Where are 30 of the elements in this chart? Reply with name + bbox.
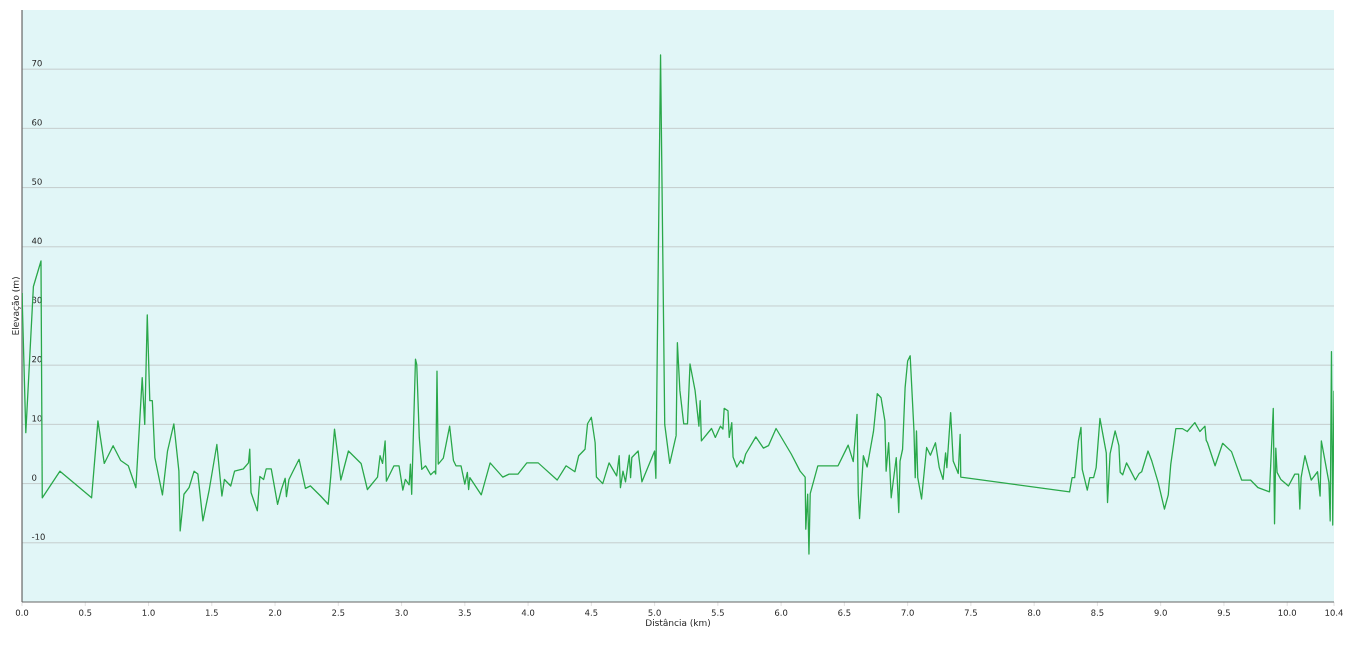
x-tick-label: 3.5 xyxy=(458,609,471,616)
x-tick-label: 4.5 xyxy=(585,609,598,616)
x-tick-label: 2.5 xyxy=(332,609,345,616)
x-tick-label: 7.0 xyxy=(901,609,914,616)
y-tick-label: -10 xyxy=(31,533,45,540)
x-tick-label: 10.4 xyxy=(1325,609,1343,616)
x-tick-label: 8.0 xyxy=(1028,609,1041,616)
y-tick-label: 0 xyxy=(32,474,37,481)
y-axis-title: Elevação (m) xyxy=(11,277,21,335)
x-tick-label: 9.5 xyxy=(1217,609,1230,616)
x-tick-label: 0.0 xyxy=(15,609,29,616)
x-tick-label: 7.5 xyxy=(964,609,977,616)
x-tick-label: 3.0 xyxy=(395,609,408,616)
x-tick-label: 10.0 xyxy=(1278,609,1297,616)
x-axis-title: Distância (km) xyxy=(646,618,710,628)
x-tick-label: 4.0 xyxy=(521,609,535,616)
x-tick-label: 6.5 xyxy=(838,609,851,616)
x-tick-label: 5.5 xyxy=(711,609,724,616)
x-tick-label: 5.0 xyxy=(648,609,661,616)
x-tick-label: 1.5 xyxy=(206,609,218,616)
y-tick-label: 50 xyxy=(32,178,42,185)
x-tick-label: 6.0 xyxy=(774,609,788,616)
y-tick-label: 60 xyxy=(32,119,42,126)
x-tick-label: 2.0 xyxy=(268,609,282,616)
x-tick-label: 1.0 xyxy=(142,609,155,616)
y-tick-label: 70 xyxy=(32,59,42,67)
x-tick-label: 0.5 xyxy=(79,609,92,616)
x-tick-label: 8.5 xyxy=(1091,609,1104,616)
y-tick-label: 40 xyxy=(31,237,42,244)
x-tick-label: 9.0 xyxy=(1154,609,1167,616)
